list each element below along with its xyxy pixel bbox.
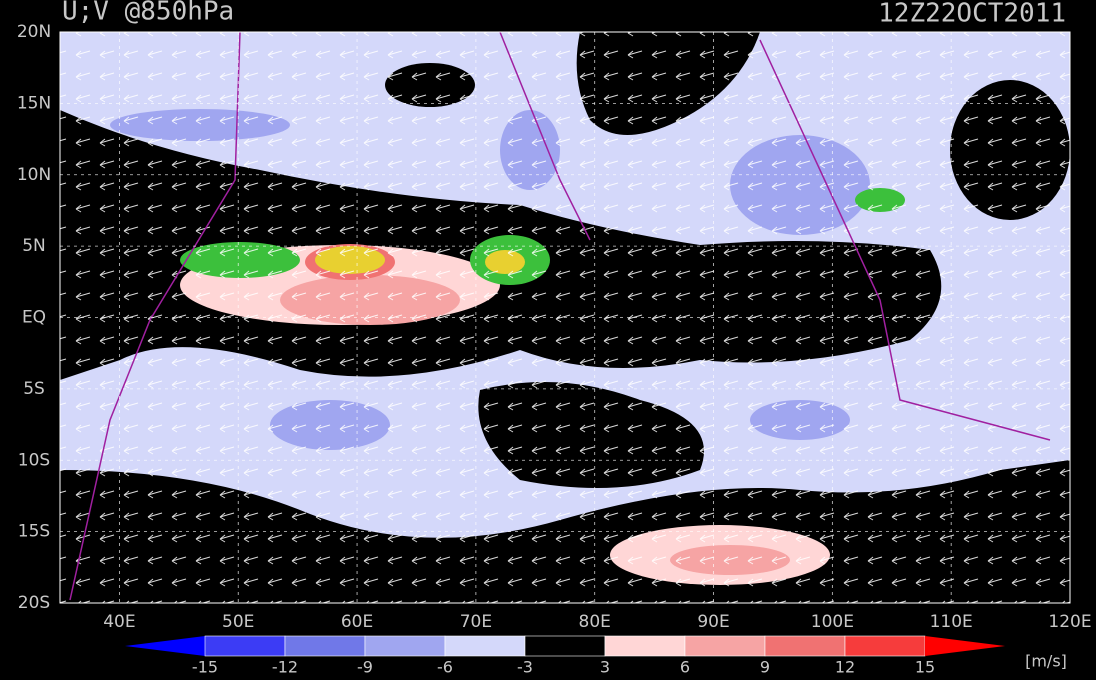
y-tick-label: 20S — [18, 593, 50, 613]
colorbar-arrow — [925, 636, 1005, 656]
y-tick-label: 10N — [17, 165, 51, 185]
x-tick-label: 80E — [579, 612, 611, 632]
y-tick-label: 20N — [17, 22, 51, 42]
colorbar-label: -12 — [272, 658, 298, 677]
map-frame — [59, 31, 1071, 604]
colorbar-segment — [604, 635, 686, 657]
colorbar-label: 12 — [835, 658, 855, 677]
colorbar-label: 9 — [760, 658, 770, 677]
x-tick-label: 120E — [1048, 612, 1091, 632]
colorbar-arrow — [125, 636, 205, 656]
colorbar-segment — [764, 635, 846, 657]
colorbar-segment — [444, 635, 526, 657]
colorbar-label: -6 — [437, 658, 453, 677]
colorbar-segment — [844, 635, 926, 657]
colorbar-label: 15 — [915, 658, 935, 677]
y-tick-label: 5S — [23, 379, 45, 399]
y-tick-label: 15N — [17, 93, 51, 113]
y-tick-label: 5N — [22, 236, 46, 256]
x-tick-label: 60E — [341, 612, 373, 632]
colorbar-segment — [684, 635, 766, 657]
title: U;V @850hPa — [62, 0, 234, 27]
colorbar-label: -9 — [357, 658, 373, 677]
x-tick-label: 100E — [811, 612, 854, 632]
colorbar-label: -15 — [192, 658, 218, 677]
x-tick-label: 50E — [222, 612, 254, 632]
colorbar-segment — [524, 635, 606, 657]
colorbar-label: -3 — [517, 658, 533, 677]
colorbar-unit: [m/s] — [1025, 652, 1067, 671]
x-tick-label: 40E — [103, 612, 135, 632]
x-tick-label: 70E — [460, 612, 492, 632]
x-tick-label: 90E — [697, 612, 729, 632]
y-tick-label: EQ — [22, 308, 46, 328]
colorbar-segment — [204, 635, 286, 657]
y-tick-label: 15S — [18, 522, 50, 542]
valid-time: 12Z22OCT2011 — [878, 0, 1066, 29]
colorbar-label: 6 — [680, 658, 690, 677]
colorbar-segment — [364, 635, 446, 657]
graticule — [60, 31, 1071, 604]
colorbar-label: 3 — [600, 658, 610, 677]
colorbar-segment — [284, 635, 366, 657]
y-tick-label: 10S — [18, 450, 50, 470]
x-tick-label: 110E — [930, 612, 973, 632]
